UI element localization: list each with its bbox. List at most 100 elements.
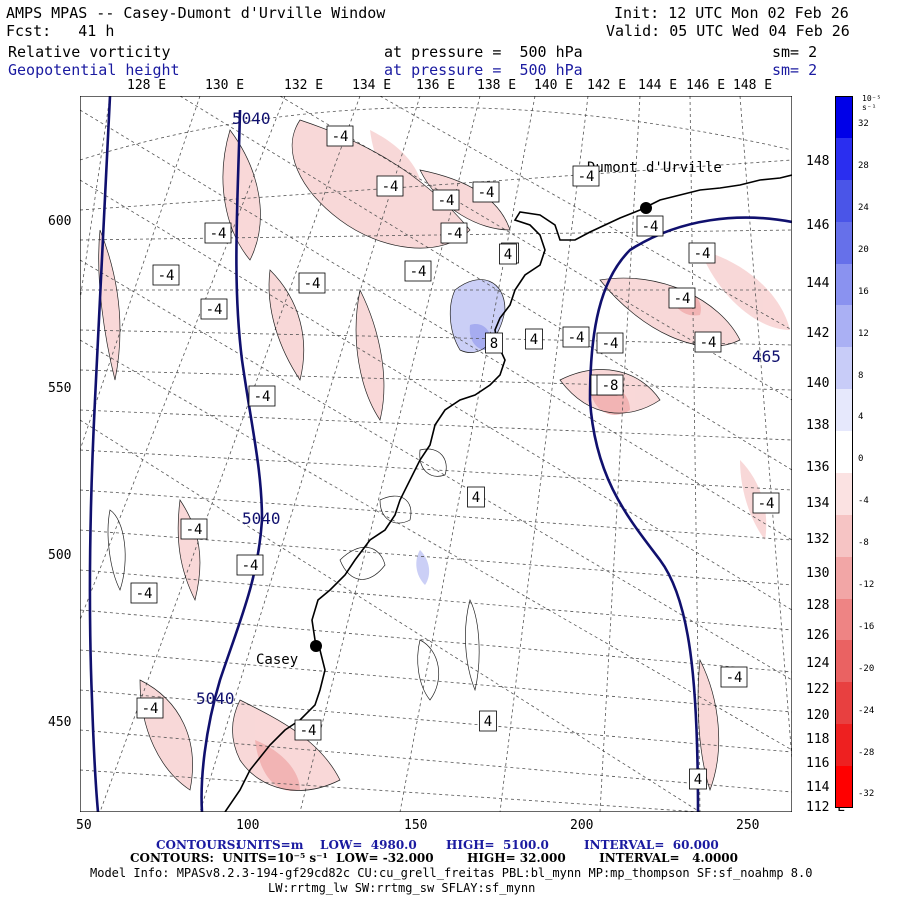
colorbar-segment [835, 305, 853, 348]
colorbar-tick: -20 [858, 663, 875, 674]
height-contour-label: 5040 [232, 109, 271, 128]
colorbar-segment [835, 221, 853, 264]
x-tick-label: 150 [404, 818, 428, 833]
colorbar-frame [835, 96, 853, 808]
lon-label-top: 136 E [416, 78, 456, 93]
vorticity-label: -4 [242, 558, 259, 574]
vorticity-label-box [499, 243, 517, 265]
vorticity-label-box [404, 260, 432, 282]
casey-label: Casey [256, 652, 298, 668]
vorticity-label-box [440, 222, 468, 244]
vorticity-label: 8 [490, 336, 498, 352]
vorticity-label: 4 [530, 332, 538, 348]
vorticity-contour-info: CONTOURS: UNITS=10⁻⁵ s⁻¹ LOW= -32.000 HI… [130, 851, 738, 865]
vorticity-label-box [130, 582, 158, 604]
lon-label-top: 130 E [205, 78, 245, 93]
vorticity-label-box [326, 125, 354, 147]
vorticity-label-box [204, 222, 232, 244]
vorticity-label: -4 [142, 701, 159, 717]
x-tick-label: 50 [76, 818, 92, 833]
colorbar-segment [835, 137, 853, 180]
vorticity-label-box [180, 518, 208, 540]
height-contour-info-interval: INTERVAL= 60.000 [584, 838, 719, 852]
geopotential-contours [88, 96, 792, 812]
y-tick-label: 450 [48, 715, 72, 730]
colorbar-tick: -16 [858, 621, 875, 632]
vorticity-label: -4 [602, 336, 619, 352]
vorticity-label-box [136, 697, 164, 719]
vorticity-label: -4 [642, 219, 659, 235]
vorticity-label: -4 [568, 330, 585, 346]
vorticity-label-box [689, 768, 707, 790]
vorticity-label-box [376, 175, 404, 197]
smoothing-1: sm= 2 [772, 43, 818, 61]
colorbar-segment [835, 96, 853, 138]
map-panel: Casey Dumont d'Urville 5040 5040 5040 46… [80, 96, 792, 812]
height-contour-label: 5040 [242, 509, 281, 528]
vorticity-labels: -4 -4 -4 -4 -4 -4 -4 -4 -4 -4 4 -4 -4 -4 -4 -4 4 8 4 -4 -4 -4… [130, 125, 780, 790]
vorticity-label: -4 [136, 586, 153, 602]
height-contour-info-low: LOW= 4980.0 [320, 838, 417, 852]
lon-label-top: 128 E [127, 78, 167, 93]
vorticity-label: -4 [332, 129, 349, 145]
vorticity-label-box [596, 332, 624, 354]
colorbar-tick: -8 [858, 538, 869, 549]
vorticity-label: -4 [446, 226, 463, 242]
vorticity-label: 4 [504, 247, 512, 263]
vorticity-label: -4 [186, 522, 203, 538]
x-tick-label: 250 [736, 818, 760, 833]
pressure-level-2: at pressure = 500 hPa [384, 61, 583, 79]
colorbar-tick: 28 [858, 161, 869, 172]
colorbar-tick: -12 [858, 580, 875, 591]
vorticity-label: -4 [438, 193, 455, 209]
colorbar-tick: 16 [858, 286, 869, 297]
vorticity-label-box [200, 298, 228, 320]
vorticity-label: -4 [478, 185, 495, 201]
height-contour-info-label: CONTOURS: [156, 838, 240, 852]
forecast-hour: Fcst: 41 h [6, 22, 115, 40]
colorbar-tick: 20 [858, 244, 869, 255]
colorbar-tick: -32 [858, 789, 875, 800]
vorticity-label-box [752, 492, 780, 514]
height-contour-info-high: HIGH= 5100.0 [446, 838, 549, 852]
lon-label-top: 148 E [733, 78, 773, 93]
vorticity-label: 4 [484, 714, 492, 730]
colorbar-segment [835, 682, 853, 725]
vorticity-label-box [236, 554, 264, 576]
vorticity-label: -8 [602, 378, 619, 394]
colorbar-tick: 24 [858, 203, 869, 214]
vorticity-label-box [525, 328, 543, 350]
y-tick-label: 500 [48, 548, 72, 563]
casey-station-marker [310, 640, 322, 652]
lon-label-top: 144 E [638, 78, 678, 93]
vorticity-label-box [432, 189, 460, 211]
vorticity-label: -4 [158, 268, 175, 284]
vorticity-label-box [636, 215, 664, 237]
colorbar-segment [835, 514, 853, 557]
vorticity-label: -4 [726, 670, 743, 686]
colorbar-segment [835, 724, 853, 767]
vorticity-label: -4 [254, 389, 271, 405]
vorticity-label: -4 [300, 723, 317, 739]
x-tick-label: 200 [570, 818, 594, 833]
colorbar-unit: 10⁻⁵ s⁻¹ [862, 94, 882, 112]
height-contour-info-units: UNITS=m [236, 838, 304, 852]
vorticity-label-box [694, 331, 722, 353]
vorticity-label-box [294, 719, 322, 741]
lon-label-top: 142 E [587, 78, 627, 93]
vorticity-label-box [152, 264, 180, 286]
dumont-label: Dumont d'Urville [587, 160, 722, 176]
colorbar-segment [835, 766, 853, 809]
vorticity-label-box [668, 287, 696, 309]
lon-label-top: 134 E [352, 78, 392, 93]
colorbar-segment [835, 556, 853, 599]
model-info-2: LW:rrtmg_lw SW:rrtmg_sw SFLAY:sf_mynn [268, 881, 536, 895]
colorbar-segment [835, 263, 853, 306]
valid-time: Valid: 05 UTC Wed 04 Feb 26 [606, 22, 850, 40]
colorbar-segment [835, 389, 853, 432]
vorticity-label-box [298, 272, 326, 294]
lon-label-top: 140 E [534, 78, 574, 93]
vorticity-label-box [688, 242, 716, 264]
vorticity-label-box [720, 666, 748, 688]
colorbar-segment [835, 472, 853, 515]
